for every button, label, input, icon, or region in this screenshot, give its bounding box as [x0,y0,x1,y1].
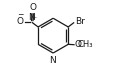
Text: +: + [31,15,36,20]
Text: Br: Br [74,17,84,26]
Text: N: N [28,13,35,22]
Text: CH₃: CH₃ [77,40,92,49]
Text: O: O [16,17,23,26]
Text: O: O [29,3,36,12]
Text: O: O [74,40,81,49]
Text: −: − [17,10,24,19]
Text: N: N [49,56,56,65]
